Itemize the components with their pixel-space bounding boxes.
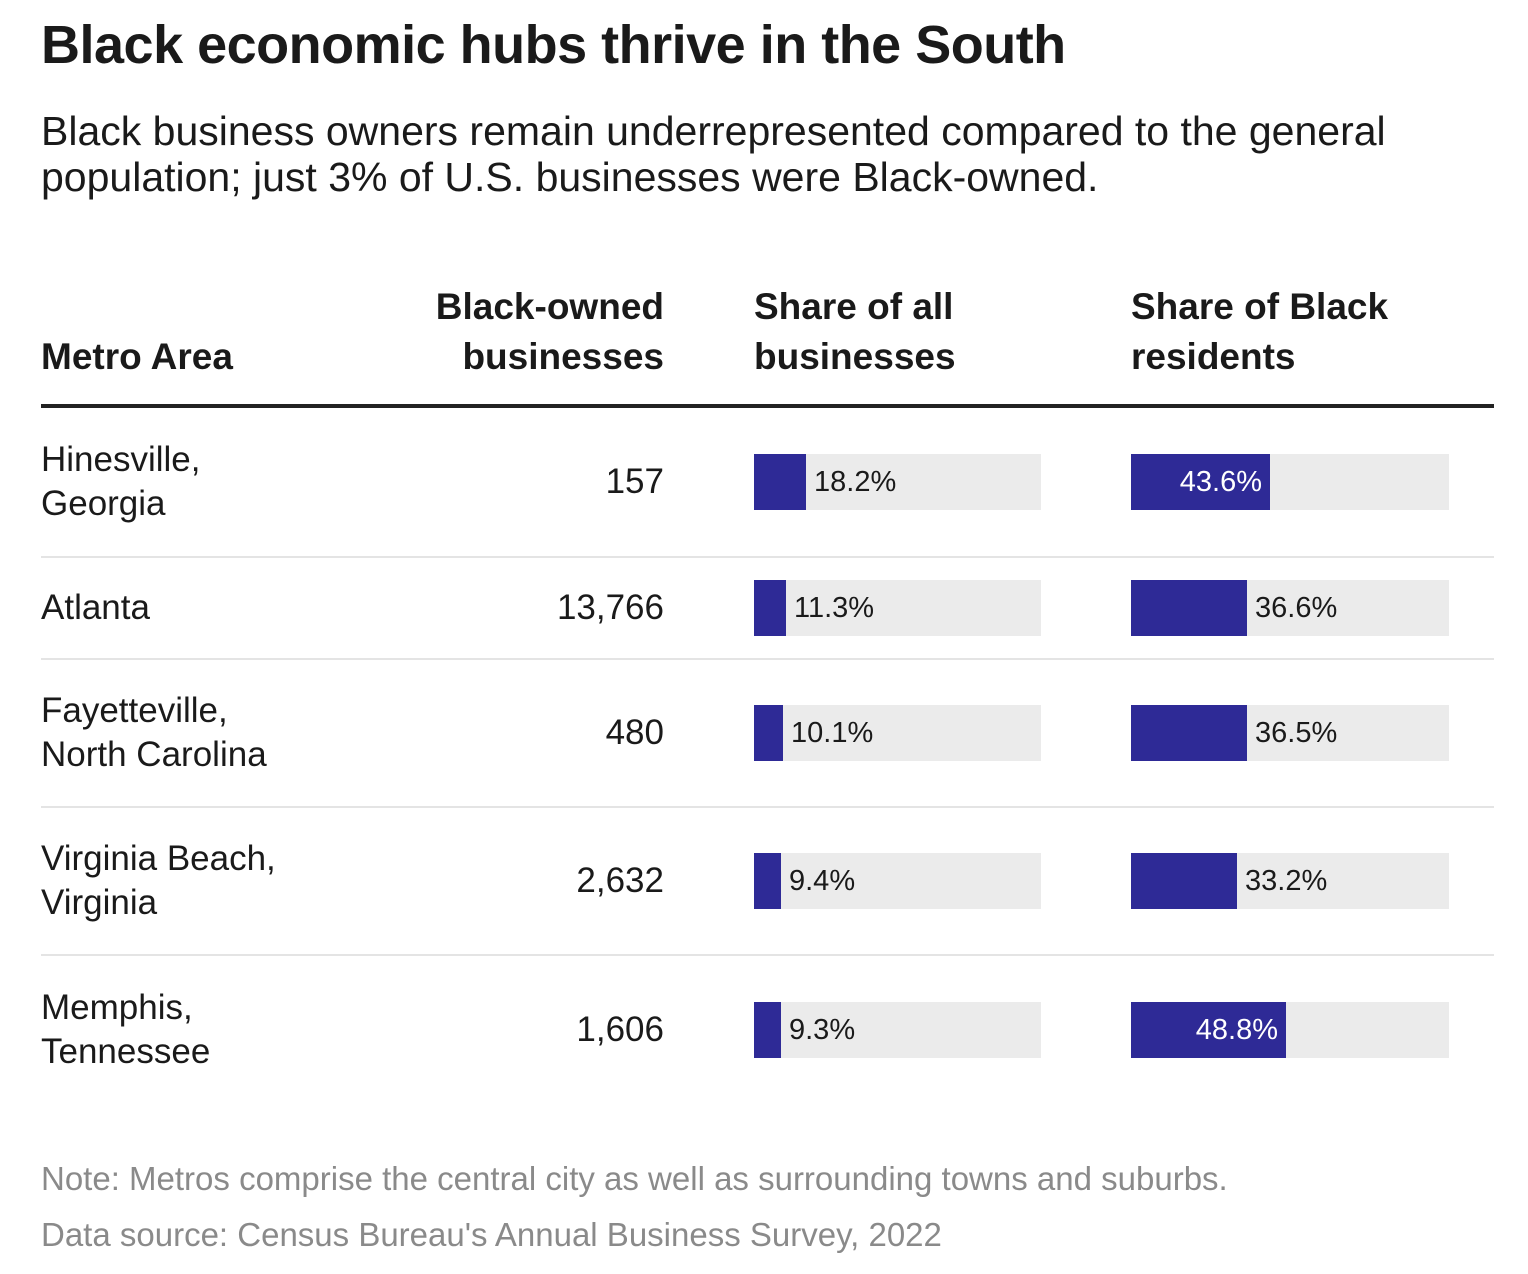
metro-name: Fayetteville, North Carolina bbox=[41, 691, 267, 774]
share-all-label: 10.1% bbox=[791, 717, 874, 749]
metro-name: Memphis, Tennessee bbox=[41, 988, 211, 1071]
share-black-bar bbox=[1131, 853, 1237, 909]
header-rule bbox=[41, 404, 1494, 408]
share-all-track: 10.1% bbox=[754, 705, 1041, 761]
share-all-track: 18.2% bbox=[754, 454, 1041, 510]
chart-subtitle: Black business owners remain underrepres… bbox=[41, 108, 1386, 200]
share-all-bar bbox=[754, 1002, 781, 1058]
share-black-track: 48.8% bbox=[1131, 1002, 1449, 1058]
share-black-label: 36.6% bbox=[1255, 592, 1338, 624]
share-all-label: 11.3% bbox=[794, 592, 875, 624]
column-header-count: Black-owned businesses bbox=[435, 286, 664, 377]
row-divider bbox=[41, 556, 1494, 558]
share-black-bar bbox=[1131, 580, 1247, 636]
share-all-bar bbox=[754, 580, 786, 636]
share-all-label: 18.2% bbox=[814, 466, 897, 498]
chart-note: Note: Metros comprise the central city a… bbox=[41, 1160, 1228, 1197]
share-black-label: 43.6% bbox=[1179, 466, 1262, 498]
column-header-share-all: Share of all businesses bbox=[754, 286, 956, 377]
table-row: Hinesville, Georgia 157 18.2% 43.6% bbox=[41, 408, 1494, 558]
business-count: 157 bbox=[605, 462, 664, 501]
business-count: 480 bbox=[605, 713, 664, 752]
business-count: 13,766 bbox=[556, 588, 664, 627]
share-all-label: 9.4% bbox=[789, 865, 856, 897]
table-row: Virginia Beach, Virginia 2,632 9.4% 33.2% bbox=[41, 808, 1494, 956]
share-black-track: 36.5% bbox=[1131, 705, 1449, 761]
share-all-track: 9.4% bbox=[754, 853, 1041, 909]
share-black-bar bbox=[1131, 705, 1247, 761]
share-black-track: 36.6% bbox=[1131, 580, 1449, 636]
chart-source: Data source: Census Bureau's Annual Busi… bbox=[41, 1216, 942, 1253]
table-row: Fayetteville, North Carolina 480 10.1% 36.5% bbox=[41, 660, 1494, 808]
chart-title: Black economic hubs thrive in the South bbox=[41, 15, 1066, 75]
column-header-metro: Metro Area bbox=[41, 336, 233, 377]
share-black-label: 36.5% bbox=[1255, 717, 1338, 749]
row-divider bbox=[41, 806, 1494, 808]
share-all-bar bbox=[754, 705, 783, 761]
share-all-bar bbox=[754, 853, 781, 909]
share-all-track: 11.3% bbox=[754, 580, 1041, 636]
row-divider bbox=[41, 658, 1494, 660]
business-count: 1,606 bbox=[576, 1010, 664, 1049]
metro-name: Virginia Beach, Virginia bbox=[41, 839, 276, 922]
share-all-bar bbox=[754, 454, 806, 510]
share-black-label: 48.8% bbox=[1195, 1014, 1278, 1046]
table-row: Atlanta 13,766 11.3% 36.6% bbox=[41, 558, 1494, 660]
row-divider bbox=[41, 954, 1494, 956]
share-black-track: 43.6% bbox=[1131, 454, 1449, 510]
share-all-label: 9.3% bbox=[789, 1014, 856, 1046]
column-header-share-black: Share of Black residents bbox=[1131, 286, 1389, 377]
share-black-track: 33.2% bbox=[1131, 853, 1449, 909]
share-black-bar bbox=[1131, 454, 1270, 510]
metro-name: Atlanta bbox=[41, 588, 150, 627]
share-all-track: 9.3% bbox=[754, 1002, 1041, 1058]
metro-name: Hinesville, Georgia bbox=[41, 440, 201, 523]
share-black-label: 33.2% bbox=[1245, 865, 1328, 897]
business-count: 2,632 bbox=[576, 861, 664, 900]
share-black-bar bbox=[1131, 1002, 1286, 1058]
table-row: Memphis, Tennessee 1,606 9.3% 48.8% bbox=[41, 956, 1494, 1104]
